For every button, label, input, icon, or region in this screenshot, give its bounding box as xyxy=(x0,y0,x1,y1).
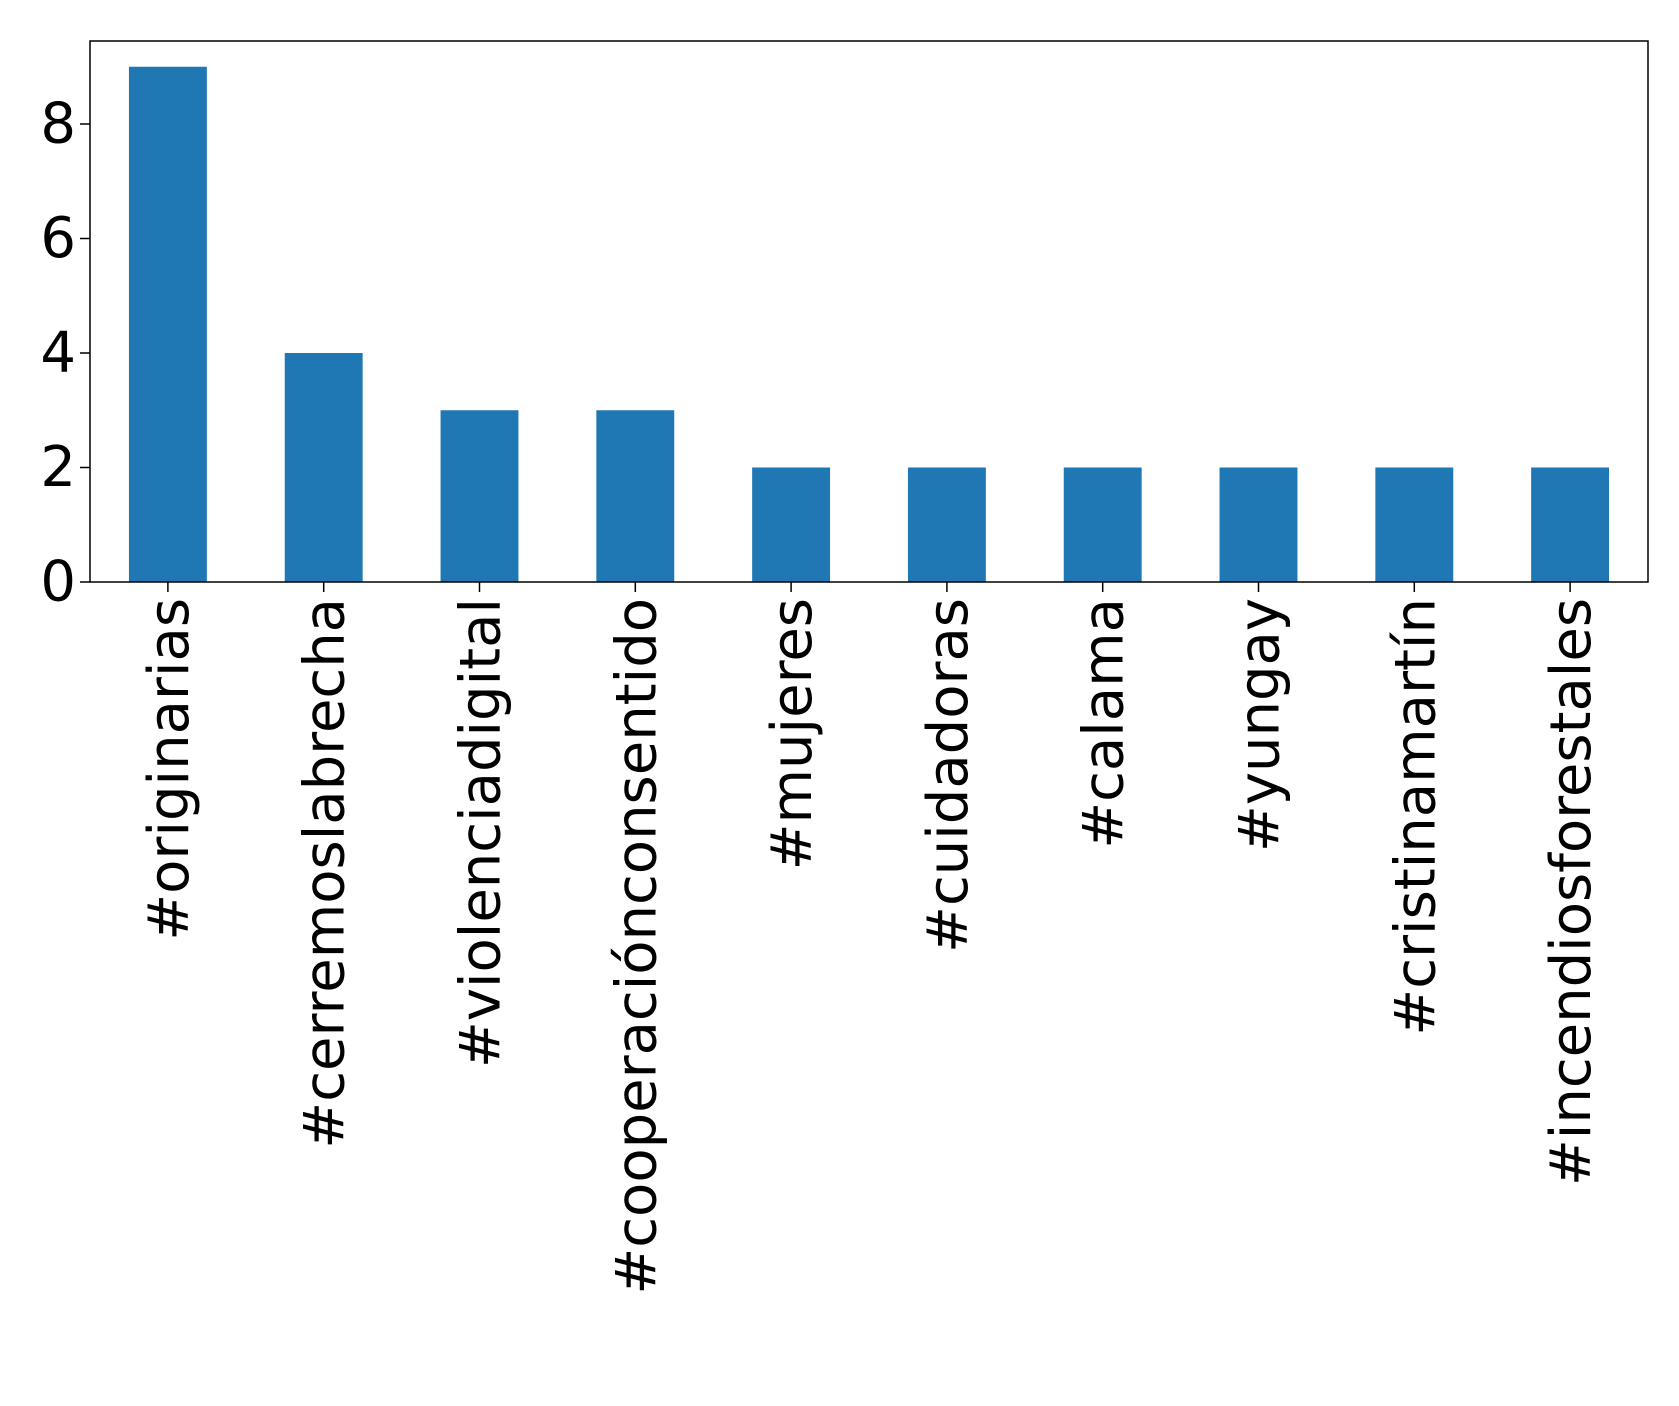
x-tick-label: #cerremoslabrecha xyxy=(293,598,358,1149)
x-tick-label: #incendiosforestales xyxy=(1539,598,1604,1186)
y-tick-label: 6 xyxy=(40,206,76,271)
bar-violenciadigital xyxy=(440,410,519,582)
x-tick-label: #cristinamartín xyxy=(1383,598,1448,1036)
x-tick-label: #cooperaciónconsentido xyxy=(604,598,669,1295)
bar-originarias xyxy=(128,66,207,582)
bars-layer xyxy=(128,66,1610,582)
bar-mujeres xyxy=(752,467,831,582)
x-tick-label: #calama xyxy=(1072,598,1137,849)
x-tick-label: #yungay xyxy=(1228,598,1293,852)
y-tick-label: 0 xyxy=(40,550,76,615)
bar-yungay xyxy=(1219,467,1298,582)
plot-frame xyxy=(89,40,1649,583)
bar-cristinamartín xyxy=(1375,467,1454,582)
axes-layer xyxy=(80,40,1649,592)
x-tick-label: #cuidadoras xyxy=(916,598,981,953)
x-tick-label: #mujeres xyxy=(760,598,825,870)
y-tick-label: 4 xyxy=(40,321,76,386)
bar-cooperaciónconsentido xyxy=(596,410,675,582)
bar-cerremoslabrecha xyxy=(284,353,363,582)
bar-cuidadoras xyxy=(907,467,986,582)
y-tick-label: 2 xyxy=(40,435,76,500)
bar-calama xyxy=(1063,467,1142,582)
bar-incendiosforestales xyxy=(1531,467,1610,582)
labels-layer: 0 2 4 6 8 #originarias #cerremoslabrecha #viole… xyxy=(40,92,1604,1295)
y-tick-label: 8 xyxy=(40,92,76,157)
x-tick-label: #originarias xyxy=(137,598,202,941)
x-tick-label: #violenciadigital xyxy=(449,598,514,1068)
